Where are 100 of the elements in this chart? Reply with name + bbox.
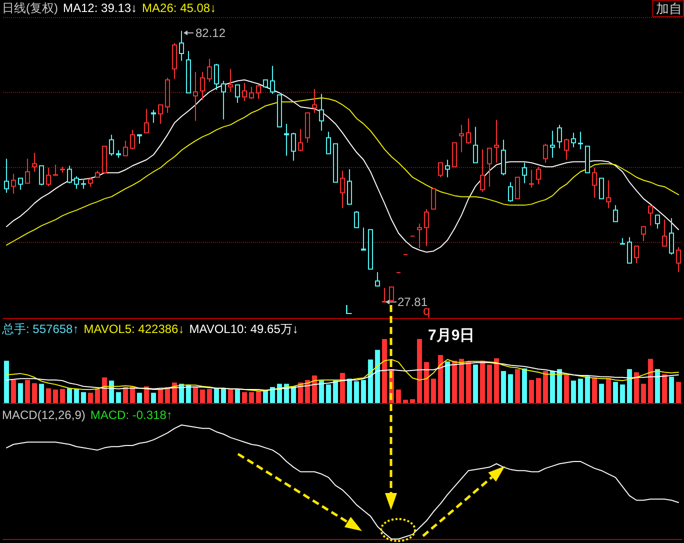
candlestick	[585, 146, 590, 174]
candlestick	[662, 219, 667, 247]
candlestick	[480, 148, 485, 192]
candlestick	[361, 227, 366, 251]
candlestick	[74, 176, 79, 190]
text: 加自	[652, 0, 684, 17]
candlestick	[221, 80, 226, 120]
bar	[473, 364, 478, 403]
bar	[158, 388, 163, 403]
candlestick	[291, 132, 296, 162]
candlestick	[186, 50, 191, 94]
bar	[333, 380, 338, 403]
candlestick	[88, 176, 93, 188]
annotation: L	[345, 302, 352, 317]
candlestick	[137, 134, 142, 144]
candlestick	[487, 148, 492, 188]
bar	[543, 371, 548, 403]
candlestick	[522, 162, 527, 184]
bar	[536, 378, 541, 403]
bar	[676, 382, 681, 403]
candlestick	[284, 123, 289, 156]
candlestick	[620, 238, 625, 245]
candlestick	[270, 65, 275, 94]
bar	[32, 383, 37, 403]
bar	[571, 380, 576, 403]
candlestick	[319, 93, 324, 132]
bar	[144, 386, 149, 403]
bar	[340, 372, 345, 403]
bar	[459, 358, 464, 403]
bar	[228, 390, 233, 403]
candlestick	[25, 158, 30, 184]
bar	[578, 378, 583, 403]
candlestick	[515, 176, 520, 200]
bar	[648, 358, 653, 403]
candlestick	[102, 146, 107, 174]
candlestick	[60, 166, 65, 174]
bar	[326, 384, 331, 403]
bar	[375, 350, 380, 403]
candlestick	[431, 188, 436, 210]
bar	[424, 362, 429, 403]
annotation: 7月9日	[428, 327, 475, 344]
candlestick	[165, 77, 170, 114]
bar	[655, 369, 660, 403]
candlestick	[340, 170, 345, 209]
annotation: 27.81	[398, 294, 428, 309]
bar	[529, 380, 534, 403]
candlestick	[18, 178, 23, 190]
candlestick	[613, 204, 618, 222]
candlestick	[326, 131, 331, 154]
bar	[109, 380, 114, 403]
bar	[361, 380, 366, 403]
candlestick	[529, 169, 534, 188]
candlestick	[193, 71, 198, 122]
candlestick	[466, 118, 471, 144]
bar	[410, 399, 415, 403]
candlestick	[263, 79, 268, 88]
bar	[18, 383, 23, 403]
text: MA12: 39.13↓	[63, 1, 138, 16]
bar	[347, 378, 352, 403]
candlestick	[39, 165, 44, 186]
bar	[249, 392, 254, 403]
candlestick	[641, 226, 646, 242]
bar	[669, 376, 674, 403]
candlestick	[676, 246, 681, 273]
bar	[263, 390, 268, 403]
candlestick	[305, 112, 310, 144]
bar	[270, 387, 275, 403]
bar	[81, 392, 86, 403]
candlestick	[606, 180, 611, 209]
candlestick	[151, 109, 156, 124]
candlestick	[277, 94, 282, 128]
bar	[613, 382, 618, 403]
bar	[116, 392, 121, 403]
candlestick	[424, 208, 429, 247]
bar	[550, 371, 555, 403]
candlestick	[347, 168, 352, 205]
bar	[172, 382, 177, 403]
candlestick	[459, 124, 464, 153]
bar	[620, 384, 625, 403]
bar	[585, 376, 590, 403]
bar	[130, 386, 135, 403]
candlestick	[375, 272, 380, 287]
candlestick	[249, 86, 254, 100]
bar	[487, 364, 492, 403]
candlestick	[81, 180, 86, 190]
bar	[480, 360, 485, 403]
bar	[277, 384, 282, 403]
candlestick	[4, 158, 9, 194]
candlestick	[536, 166, 541, 185]
bar	[151, 392, 156, 403]
bar	[305, 380, 310, 403]
candlestick	[438, 162, 443, 178]
candlestick	[627, 236, 632, 264]
candlestick	[634, 246, 639, 264]
bar	[46, 388, 51, 403]
candlestick	[200, 71, 205, 100]
candlestick	[95, 170, 100, 178]
bar	[11, 380, 16, 403]
bar	[515, 369, 520, 403]
candlestick	[452, 142, 457, 168]
